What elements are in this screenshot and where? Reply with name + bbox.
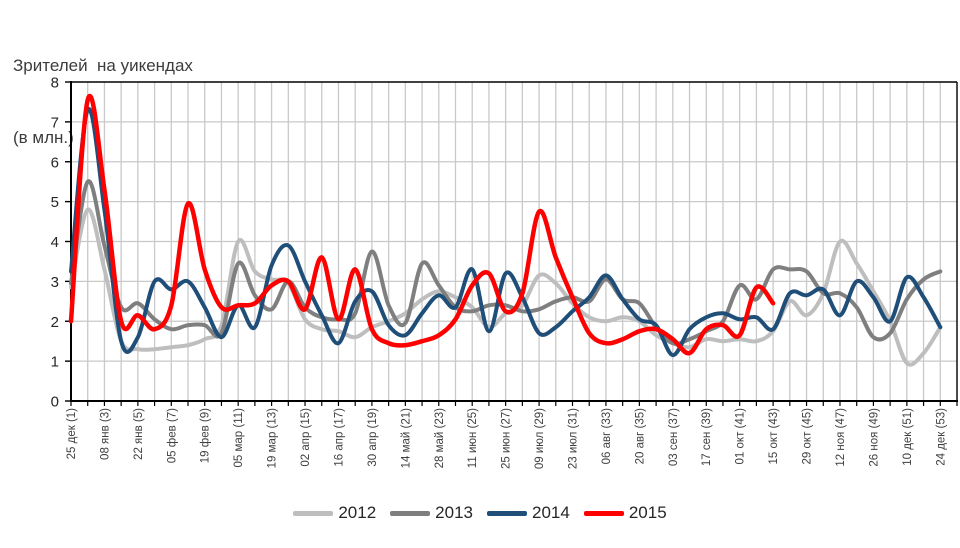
x-axis-tick-label: 19 фев (9) — [200, 408, 212, 463]
series-line-2014 — [69, 106, 943, 358]
chart-title-line2: (в млн.) — [13, 128, 74, 147]
series-line-2012 — [69, 207, 943, 367]
x-axis-tick-label: 08 янв (3) — [99, 408, 111, 460]
legend-label-2013: 2013 — [435, 503, 473, 522]
x-axis-tick-label: 05 фев (7) — [166, 408, 178, 463]
x-axis-tick-label: 16 апр (17) — [333, 408, 345, 467]
legend-label-2015: 2015 — [628, 503, 667, 522]
legend-item-2013: 2013 — [390, 503, 473, 523]
y-axis-tick-label: 3 — [51, 274, 59, 291]
x-axis-tick-label: 06 авг (33) — [601, 408, 613, 465]
y-axis-tick-label: 4 — [51, 234, 59, 251]
legend-item-2014: 2014 — [487, 503, 570, 523]
x-axis-tick-label: 30 апр (19) — [367, 408, 379, 467]
legend-label-2014: 2014 — [532, 503, 570, 522]
legend-swatch-2014 — [487, 510, 527, 516]
series-line-2015 — [68, 94, 776, 356]
x-axis-tick-label: 25 июн (27) — [501, 408, 513, 469]
y-axis-tick-label: 8 — [51, 75, 59, 92]
x-axis-tick-label: 10 дек (51) — [902, 408, 914, 466]
x-axis-tick-label: 20 авг (35) — [634, 408, 646, 465]
x-axis-tick-label: 29 окт (45) — [802, 408, 814, 465]
x-axis-tick-label: 14 май (21) — [400, 408, 412, 469]
x-axis-tick-label: 12 ноя (47) — [835, 408, 847, 467]
x-axis-tick-label: 17 сен (39) — [701, 408, 713, 466]
x-axis-tick-label: 26 ноя (49) — [868, 408, 880, 467]
y-axis-tick-label: 2 — [51, 314, 59, 331]
chart-legend: 2012 2013 2014 2015 — [0, 503, 960, 523]
y-axis-tick-label: 5 — [51, 194, 59, 211]
x-axis-tick-label: 02 апр (15) — [300, 408, 312, 467]
x-axis-tick-label: 01 окт (41) — [735, 408, 747, 465]
y-axis-tick-label: 6 — [51, 154, 59, 171]
x-axis-tick-label: 24 дек (53) — [935, 408, 947, 466]
y-axis-tick-label: 1 — [51, 354, 59, 371]
x-axis-tick-label: 11 июн (25) — [467, 408, 479, 468]
x-axis-tick-label: 03 сен (37) — [668, 408, 680, 466]
y-axis-tick-label: 7 — [51, 114, 59, 131]
x-axis-tick-label: 25 дек (1) — [66, 408, 78, 460]
legend-swatch-2012 — [293, 510, 334, 516]
legend-item-2015: 2015 — [583, 503, 667, 523]
legend-item-2012: 2012 — [293, 503, 376, 523]
legend-label-2012: 2012 — [338, 503, 377, 522]
chart-title-line1: Зрителей на уикендах — [13, 56, 193, 75]
x-axis-tick-label: 28 май (23) — [434, 408, 446, 469]
x-axis-tick-label: 09 июл (29) — [534, 408, 546, 469]
y-axis-tick-label: 0 — [51, 394, 59, 411]
x-axis-tick-label: 22 янв (5) — [133, 408, 145, 460]
chart-title: Зрителей на уикендах (в млн.) — [13, 6, 193, 174]
legend-swatch-2015 — [583, 510, 624, 516]
x-axis-tick-label: 19 мар (13) — [267, 408, 279, 469]
x-axis-tick-label: 23 июл (31) — [568, 408, 580, 469]
x-axis-tick-label: 15 окт (43) — [768, 408, 780, 465]
x-axis-tick-label: 05 мар (11) — [233, 408, 245, 468]
legend-swatch-2013 — [390, 510, 431, 516]
